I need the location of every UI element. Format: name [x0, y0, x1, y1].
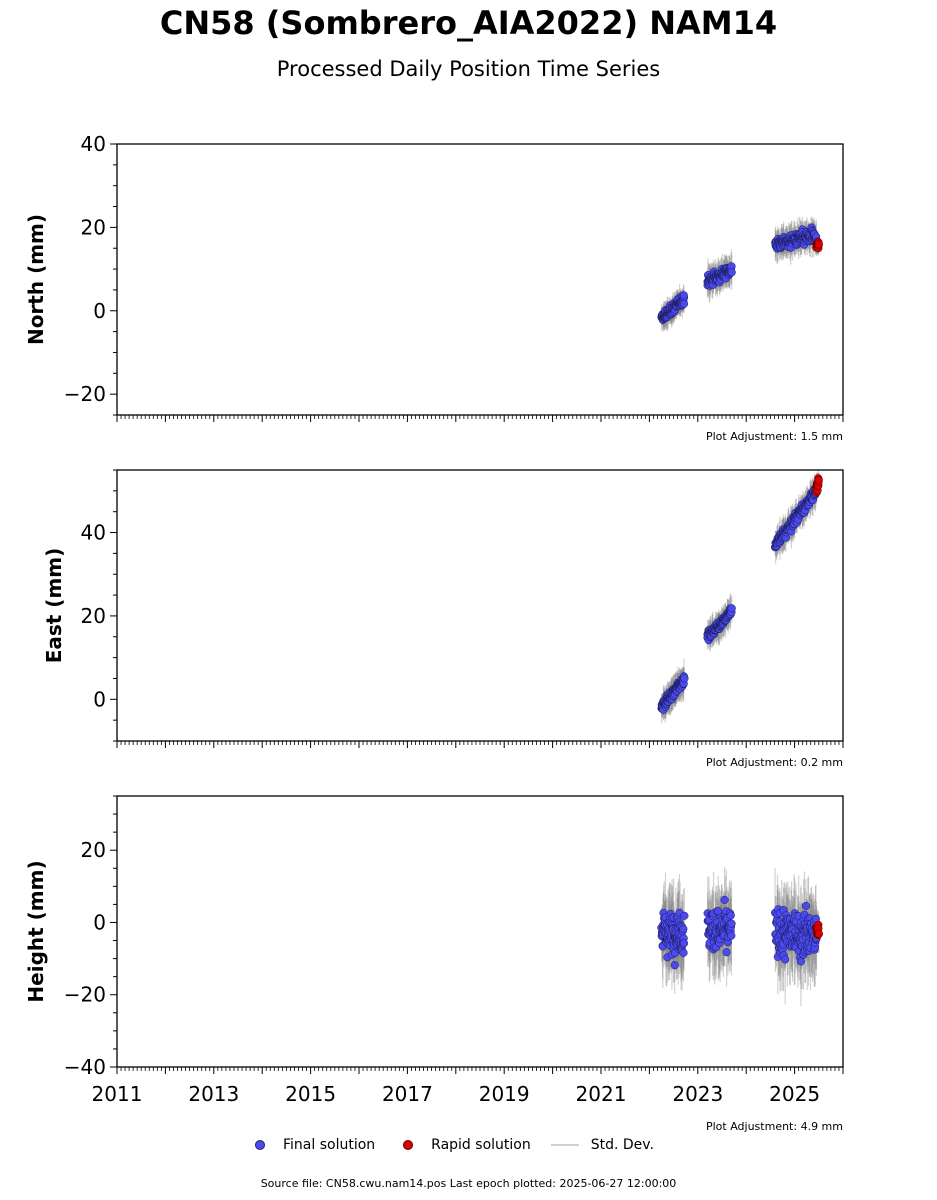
y-tick-label: 20 — [81, 838, 106, 862]
plot-adjustment-note: Plot Adjustment: 0.2 mm — [706, 756, 843, 769]
final-point — [680, 674, 689, 683]
x-tick-label: 2023 — [672, 1082, 723, 1106]
y-tick-label: 40 — [81, 521, 106, 545]
final-marker-icon — [255, 1140, 265, 1150]
y-tick-label: −40 — [64, 1055, 106, 1079]
x-tick-label: 2015 — [285, 1082, 336, 1106]
legend-label-stddev: Std. Dev. — [590, 1137, 654, 1153]
panel-3: −40 −20 0 20 2011 2013 2015 2017 2019 2021 2023 202… — [24, 795, 844, 1133]
final-point — [781, 955, 790, 964]
y-axis-label: Height (mm) — [24, 860, 48, 1002]
data-layer — [657, 867, 823, 1007]
plot-adjustment-note: Plot Adjustment: 4.9 mm — [706, 1120, 843, 1133]
x-tick-label: 2021 — [576, 1082, 627, 1106]
y-tick-label: 0 — [93, 910, 106, 934]
y-tick-label: 0 — [93, 299, 106, 323]
final-point — [801, 901, 810, 911]
final-point — [679, 291, 688, 300]
y-tick-label: −20 — [64, 382, 106, 406]
final-point — [726, 911, 735, 920]
y-axis-label: East (mm) — [42, 548, 66, 664]
final-point — [727, 604, 736, 613]
rapid-marker-icon — [403, 1140, 414, 1150]
y-tick-label: −20 — [64, 983, 106, 1007]
chart-title: CN58 (Sombrero_AIA2022) NAM14 — [159, 4, 778, 42]
final-point — [727, 919, 736, 928]
rapid-point — [814, 240, 823, 249]
plot-frame — [116, 143, 844, 416]
final-point — [679, 924, 688, 934]
legend-item-stddev: Std. Dev. — [550, 1137, 654, 1153]
final-point — [727, 268, 736, 277]
chart-subtitle: Processed Daily Position Time Series — [276, 57, 661, 81]
x-tick-label: 2019 — [479, 1082, 530, 1106]
legend-item-final: Final solution — [255, 1137, 375, 1153]
x-tick-label: 2025 — [769, 1082, 820, 1106]
y-axis-label: North (mm) — [24, 214, 48, 345]
legend-label-rapid: Rapid solution — [431, 1137, 531, 1153]
y-tick-label: 20 — [81, 215, 106, 239]
stddev-line-icon — [550, 1144, 579, 1146]
final-point — [679, 939, 689, 948]
final-point — [670, 961, 679, 970]
x-tick-label: 2011 — [92, 1082, 143, 1106]
final-point — [680, 911, 689, 920]
x-tick-label: 2013 — [188, 1082, 239, 1106]
legend-label-final: Final solution — [283, 1137, 376, 1153]
data-layer — [657, 216, 823, 332]
x-tick-label: 2017 — [382, 1082, 433, 1106]
legend: Final solution Rapid solution Std. Dev. — [255, 1137, 682, 1153]
panel-1: −20 0 20 40 North (mm) Plot Adjustment: 1.5 m… — [24, 132, 844, 443]
data-layer — [657, 470, 823, 724]
legend-item-rapid: Rapid solution — [403, 1137, 531, 1153]
panel-2: 0 20 40 East (mm) Plot Adjustment: 0.2 mm — [42, 469, 844, 769]
rapid-point — [814, 476, 823, 485]
data-points — [657, 895, 823, 970]
y-tick-label: 40 — [81, 132, 106, 156]
final-point — [679, 948, 688, 957]
final-point — [720, 895, 729, 904]
source-footer: Source file: CN58.cwu.nam14.pos Last epo… — [260, 1177, 677, 1190]
y-tick-label: 0 — [93, 687, 106, 711]
rapid-point — [814, 929, 823, 938]
data-points — [657, 474, 823, 714]
plot-adjustment-note: Plot Adjustment: 1.5 mm — [706, 430, 843, 443]
final-point — [679, 299, 689, 308]
y-tick-label: 20 — [81, 604, 106, 628]
data-points — [657, 223, 823, 324]
final-point — [722, 948, 731, 957]
final-point — [727, 931, 736, 940]
